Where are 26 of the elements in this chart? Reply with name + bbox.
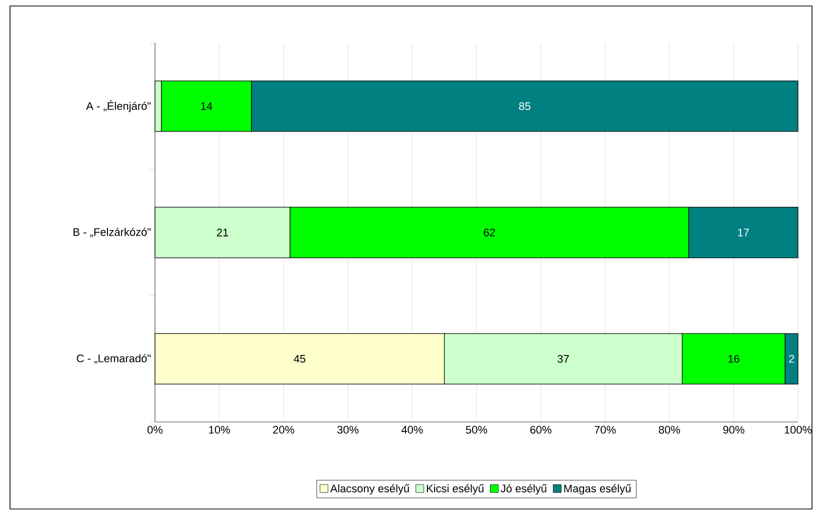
data-label: 62 [484,228,495,236]
x-tick-label: 70% [594,426,616,434]
legend-label: Alacsony esélyű [330,484,410,495]
data-label: 14 [201,102,212,110]
y-tick-label: A - „Élenjáró" [86,100,151,112]
x-tick-label: 90% [723,426,744,434]
x-tick-label: 80% [658,426,680,434]
data-label: 45 [294,355,306,363]
x-tick-label: 20% [273,426,294,434]
data-label: 21 [216,228,228,236]
data-label: 16 [728,354,740,363]
legend-label: Kicsi esélyű [426,484,484,495]
legend-label: Jó esélyű [500,484,546,495]
x-tick-label: 30% [337,426,359,434]
data-label: 17 [738,228,749,236]
x-tick-label: 40% [401,426,423,434]
x-tick-label: 0% [147,426,163,434]
data-label: 2 [789,354,794,363]
x-tick-label: 10% [209,426,230,434]
x-tick-label: 50% [466,426,488,434]
y-tick-label: C - „Lemaradó" [76,354,151,364]
data-label: 85 [519,102,530,110]
data-label: 37 [558,354,569,363]
legend-label: Magas esélyű [564,484,631,495]
y-tick-label: B - „Felzárkózó" [74,228,151,238]
x-tick-label: 60% [530,426,552,434]
